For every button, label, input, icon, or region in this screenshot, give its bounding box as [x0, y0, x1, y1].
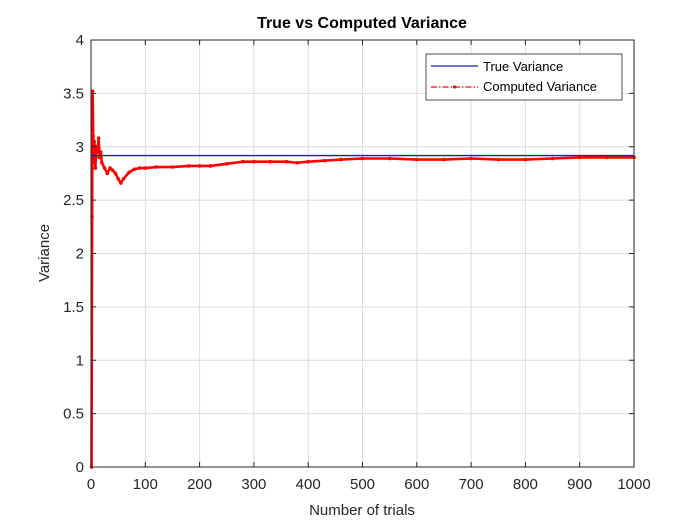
- x-tick-label: 900: [567, 476, 592, 493]
- computed-variance-point: [469, 156, 473, 161]
- x-tick-label: 600: [404, 476, 429, 493]
- computed-variance-point: [295, 160, 300, 165]
- legend-computed-variance-marker: [452, 85, 457, 89]
- computed-variance-point: [415, 157, 419, 162]
- computed-variance-point: [387, 156, 392, 161]
- computed-variance-point: [91, 134, 95, 138]
- y-axis-label: Variance: [36, 224, 53, 282]
- computed-variance-point: [100, 160, 104, 165]
- computed-variance-point: [116, 176, 120, 181]
- y-tick-label: 2: [76, 246, 84, 263]
- computed-variance-point: [550, 156, 555, 161]
- legend-true-variance-label: True Variance: [483, 59, 563, 74]
- legend-box: [425, 53, 623, 101]
- y-tick-label: 3: [76, 139, 84, 156]
- computed-variance-point: [170, 165, 175, 169]
- y-tick-label: 0: [76, 459, 84, 476]
- computed-variance-point: [208, 164, 213, 168]
- computed-variance-point: [224, 162, 229, 166]
- computed-variance-point: [102, 166, 107, 170]
- computed-variance-point: [605, 155, 609, 160]
- computed-variance-point: [306, 159, 311, 164]
- y-tick-label: 4: [76, 32, 84, 49]
- computed-variance-point: [322, 158, 327, 163]
- y-tick-label: 1: [76, 352, 84, 369]
- axis-ticks: 0 100 200 300 400 500 600 700 800 900 1000 0 0.5 1 1.5…: [63, 32, 651, 493]
- chart-title: True vs Computed Variance: [257, 15, 467, 32]
- x-axis-label: Number of trials: [309, 502, 415, 519]
- x-tick-label: 200: [187, 476, 212, 493]
- x-tick-label: 700: [459, 476, 484, 493]
- computed-variance-point: [252, 159, 256, 164]
- computed-variance-point: [91, 160, 96, 165]
- computed-variance-point: [284, 159, 289, 164]
- computed-variance-point: [121, 176, 126, 181]
- x-tick-label: 0: [87, 476, 95, 493]
- computed-variance-point: [127, 170, 131, 175]
- computed-variance-point: [197, 164, 202, 168]
- computed-variance-point: [105, 171, 110, 176]
- computed-variance-point: [97, 155, 102, 160]
- computed-variance-point: [577, 155, 582, 160]
- x-tick-label: 400: [296, 476, 321, 493]
- y-tick-label: 2.5: [63, 192, 84, 209]
- computed-variance-point: [94, 155, 98, 160]
- legend-computed-variance-label: Computed Variance: [483, 79, 597, 94]
- series-layer: [89, 89, 636, 469]
- computed-variance-point: [113, 171, 118, 176]
- x-tick-label: 1000: [617, 476, 650, 493]
- computed-variance-point: [96, 136, 101, 141]
- computed-variance-point: [95, 150, 100, 154]
- computed-variance-point: [138, 166, 142, 170]
- x-tick-label: 300: [241, 476, 266, 493]
- computed-variance-point: [110, 168, 115, 173]
- computed-variance-point: [154, 165, 158, 169]
- computed-variance-point: [93, 166, 98, 170]
- computed-variance-point: [496, 157, 501, 162]
- computed-variance-point: [338, 157, 343, 162]
- x-tick-label: 100: [133, 476, 158, 493]
- computed-variance-point: [442, 157, 446, 162]
- computed-variance-point: [360, 156, 365, 161]
- computed-variance-point: [523, 157, 528, 162]
- computed-variance-point: [92, 139, 97, 144]
- computed-variance-point: [98, 150, 103, 154]
- legend: True Variance Computed Variance: [425, 53, 623, 101]
- computed-variance-point: [143, 166, 148, 170]
- computed-variance-point: [186, 164, 191, 168]
- x-tick-label: 500: [350, 476, 375, 493]
- computed-variance-point: [132, 167, 137, 171]
- y-tick-label: 1.5: [63, 299, 84, 316]
- computed-variance-point: [268, 159, 272, 164]
- computed-variance-point: [94, 144, 99, 149]
- y-tick-label: 0.5: [63, 406, 84, 423]
- computed-variance-point: [108, 166, 112, 170]
- computed-variance-point: [119, 181, 123, 185]
- computed-variance-point: [90, 89, 95, 94]
- computed-variance-point: [241, 159, 245, 164]
- x-tick-label: 800: [513, 476, 538, 493]
- y-tick-label: 3.5: [63, 85, 84, 102]
- computed-variance-point: [93, 150, 97, 154]
